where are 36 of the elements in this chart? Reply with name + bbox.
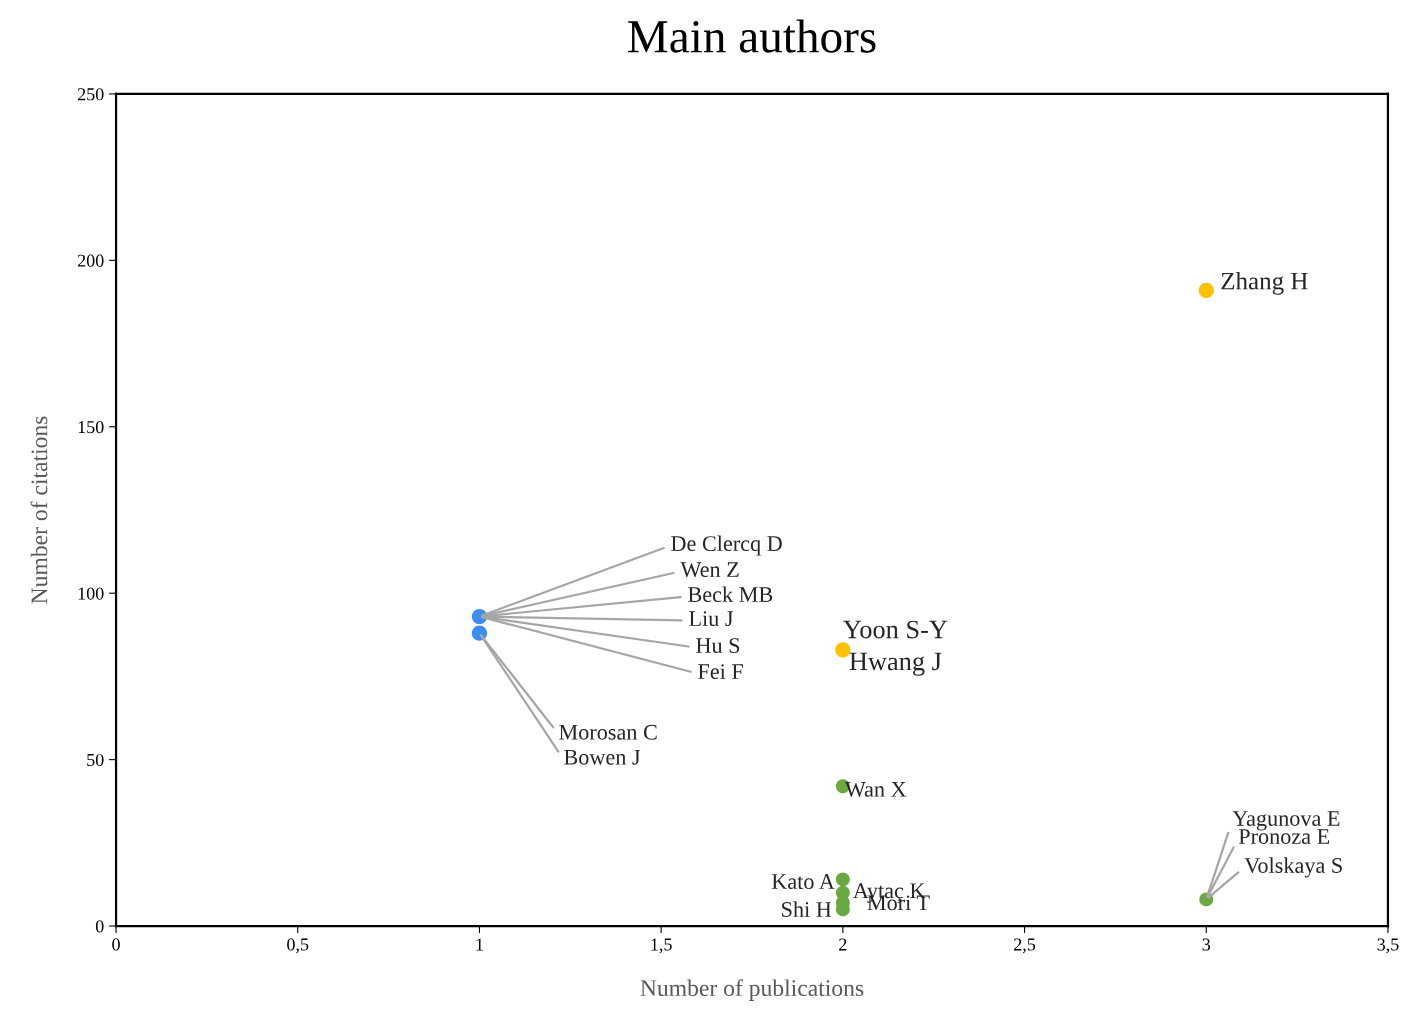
point [1198, 282, 1214, 298]
annotation: Kato A [771, 874, 835, 890]
annotation: Wen Z [680, 562, 739, 578]
x-tick-label: 3 [1202, 938, 1211, 951]
x-tick-label: 2 [839, 938, 847, 951]
annotation: Hwang J [849, 652, 942, 676]
annotation: Fei F [698, 664, 743, 680]
annotation: De Clercq D [671, 535, 782, 556]
annotation: Zhang H [1221, 271, 1308, 295]
annotation: Volskaya S [1244, 857, 1342, 878]
x-tick-label: 3,5 [1377, 938, 1399, 954]
point [835, 872, 850, 887]
y-tick-label: 250 [77, 88, 104, 101]
y-tick-label: 150 [78, 421, 104, 434]
annotation: Pronoza E [1238, 829, 1330, 844]
annotation: Bowen J [564, 749, 641, 765]
x-tick-label: 0,5 [287, 938, 309, 954]
annotation: Shi H [782, 901, 832, 917]
annotation: Beck MB [688, 586, 773, 603]
y-tick-label: 50 [87, 753, 104, 767]
x-tick-label: 2,5 [1014, 938, 1036, 954]
chart-title: Main authors [628, 19, 876, 53]
point [835, 642, 851, 658]
y-tick-label: 200 [77, 254, 104, 267]
x-tick-label: 1,5 [651, 938, 672, 954]
annotation: Liu J [689, 611, 734, 627]
y-tick-label: 100 [78, 587, 104, 600]
y-tick-label: 0 [95, 920, 104, 933]
x-tick-label: 1 [476, 938, 483, 951]
y-axis-title: Number of citations [30, 416, 48, 604]
annotation: Wan X [844, 782, 907, 797]
x-axis-title: Number of publications [640, 979, 864, 1001]
x-tick-label: 0 [112, 938, 120, 951]
annotation: Hu S [696, 638, 740, 654]
annotation: Morosan C [559, 724, 657, 740]
annotation: Yoon S-Y [843, 620, 948, 639]
